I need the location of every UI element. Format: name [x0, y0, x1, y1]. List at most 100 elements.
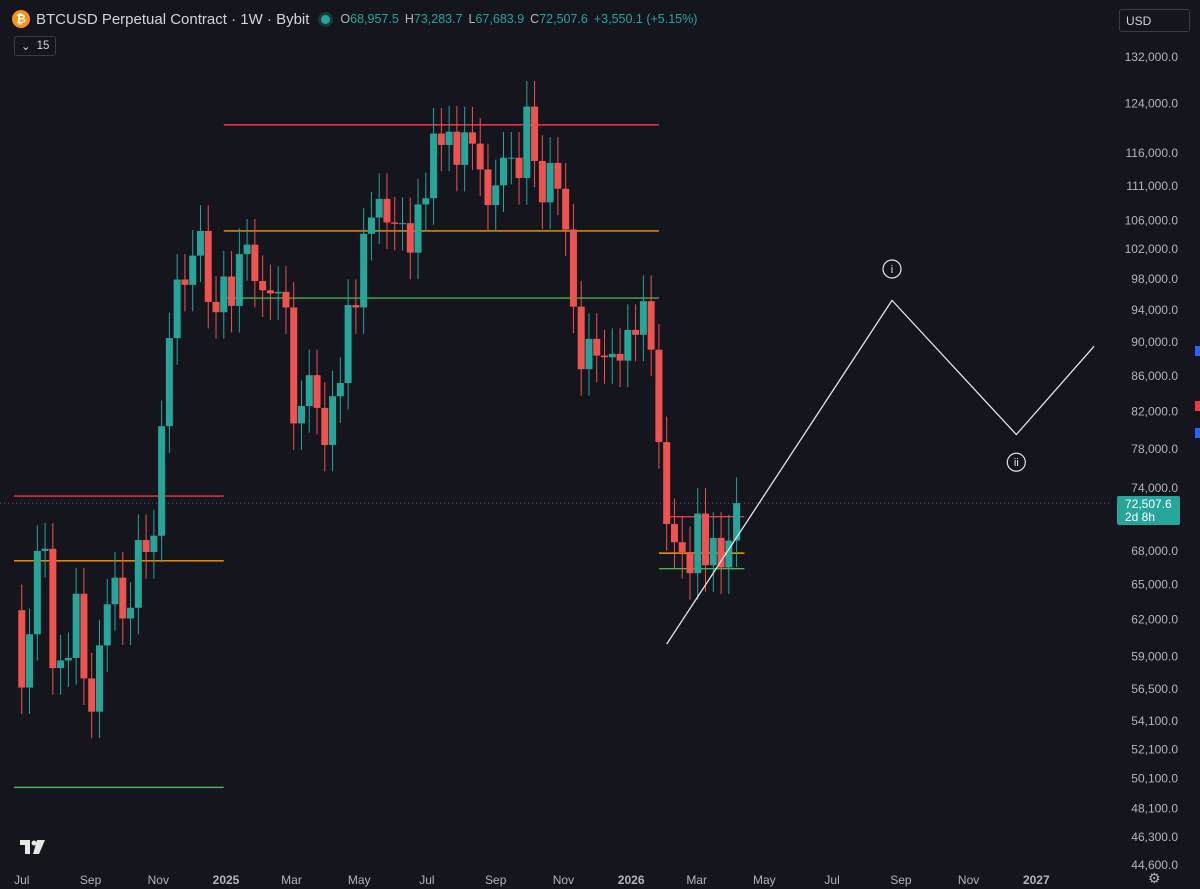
candle [360, 208, 368, 334]
candle [282, 266, 290, 334]
x-tick-label: Nov [958, 873, 979, 887]
candle [616, 328, 624, 388]
candle-body [554, 162, 562, 189]
x-tick-label: May [348, 873, 371, 887]
candle-body [235, 254, 243, 306]
candle-body [259, 281, 267, 291]
candle [173, 253, 181, 365]
candle-body [33, 550, 41, 635]
candle [608, 328, 616, 384]
candle [142, 514, 150, 579]
candle-body [616, 353, 624, 361]
candle [593, 313, 601, 383]
chevron-down-icon: ⌄ [21, 41, 31, 53]
y-tick-label: 132,000.0 [1125, 50, 1179, 64]
candle [709, 512, 717, 592]
candle [181, 253, 189, 312]
x-tick-label: Nov [553, 873, 574, 887]
candle [678, 516, 686, 579]
candle [18, 584, 26, 715]
last-price-tag: 72,507.6 2d 8h [1117, 496, 1180, 525]
candle-body [41, 548, 49, 551]
candle-body [546, 162, 554, 203]
candle [41, 523, 49, 578]
y-tick-label: 62,000.0 [1131, 613, 1178, 627]
candle [569, 203, 577, 334]
candle-body [49, 548, 57, 669]
candle-body [694, 513, 702, 574]
candle-body [608, 353, 616, 358]
close-label: C [530, 12, 540, 26]
candle-body [453, 131, 461, 165]
candle [33, 525, 41, 661]
candle-body [220, 276, 228, 313]
settings-gear-icon[interactable]: ⚙ [1148, 870, 1161, 886]
candle [26, 608, 34, 715]
candle-body [266, 290, 274, 294]
candle [95, 619, 103, 739]
candle-body [515, 157, 523, 179]
candle [64, 632, 72, 687]
candle-body [585, 338, 593, 370]
candle [259, 255, 267, 317]
candle [546, 137, 554, 229]
candle-body [702, 513, 710, 566]
candle-body [624, 329, 632, 361]
candle-body [670, 524, 678, 543]
candle-body [562, 188, 570, 230]
candle-body [593, 338, 601, 356]
candle [414, 178, 422, 280]
indicators-toggle-button[interactable]: ⌄ 15 [14, 36, 57, 56]
y-tick-label: 59,000.0 [1131, 650, 1178, 664]
candle-body [391, 222, 399, 224]
y-tick-label: 124,000.0 [1125, 97, 1179, 111]
candle-body [344, 305, 352, 384]
currency-selector[interactable]: USD [1119, 9, 1190, 32]
candle-body [414, 204, 422, 253]
candle [453, 106, 461, 192]
candle [313, 349, 321, 435]
wave-label-ii: ii [1014, 457, 1019, 469]
candle [251, 219, 259, 308]
bitcoin-icon: ₿ [12, 10, 30, 28]
indicator-count: 15 [36, 40, 50, 52]
candle [297, 380, 305, 450]
candle-body [158, 426, 166, 536]
candle [228, 250, 236, 333]
candle [523, 80, 531, 205]
candle [196, 205, 204, 283]
candle-body [601, 355, 609, 358]
candle [212, 276, 220, 339]
bar-countdown: 2d 8h [1125, 510, 1156, 524]
chart-layers: iii132,000.0124,000.0116,000.0111,000.01… [0, 50, 1178, 887]
tradingview-logo-icon[interactable] [18, 838, 48, 856]
wave-label-circle [882, 259, 902, 279]
x-tick-label: Jul [824, 873, 839, 887]
y-tick-label: 56,500.0 [1131, 682, 1178, 696]
candle-body [57, 660, 65, 669]
y-tick-label: 54,100.0 [1131, 714, 1178, 728]
candle [189, 229, 197, 312]
candle-body [531, 106, 539, 161]
y-tick-label: 52,100.0 [1131, 742, 1178, 756]
close-value: 72,507.6 [539, 12, 588, 26]
candle [717, 512, 725, 595]
candle-body [165, 338, 173, 427]
candle-body [189, 255, 197, 285]
candle-body [639, 301, 647, 335]
candle [484, 143, 492, 232]
candle [321, 382, 329, 472]
y-tick-label: 86,000.0 [1131, 369, 1178, 383]
candle-body [709, 537, 717, 566]
last-price-value: 72,507.6 [1125, 497, 1172, 511]
candle-body [686, 552, 694, 574]
candle-body [228, 276, 236, 306]
x-tick-label: Jul [419, 873, 434, 887]
candle [352, 279, 360, 334]
alert-marker-blue-icon [1195, 346, 1200, 356]
candle-body [72, 593, 80, 658]
candle [694, 487, 702, 600]
symbol-title[interactable]: BTCUSD Perpetual Contract · 1W · Bybit [36, 10, 310, 28]
